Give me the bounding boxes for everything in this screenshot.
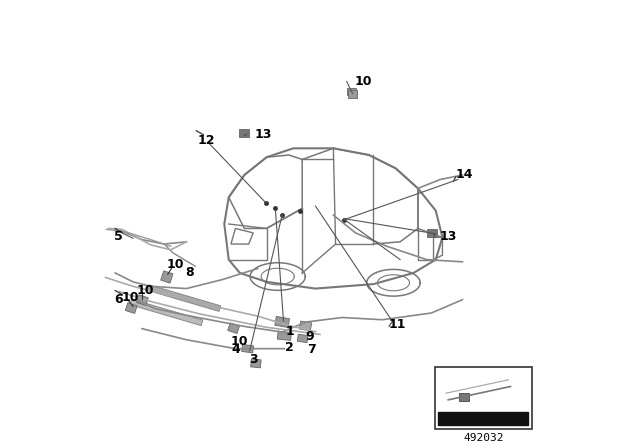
Text: 3: 3 [250, 353, 259, 366]
Text: 11: 11 [389, 318, 406, 331]
Polygon shape [242, 345, 253, 353]
Text: 12: 12 [198, 134, 216, 147]
Polygon shape [275, 316, 289, 327]
Polygon shape [136, 295, 148, 306]
Text: 10: 10 [355, 75, 372, 88]
Polygon shape [300, 321, 312, 331]
Bar [435, 367, 532, 429]
Polygon shape [125, 303, 137, 314]
Text: 10: 10 [136, 284, 154, 297]
Bar [438, 412, 529, 425]
Polygon shape [148, 285, 221, 311]
Text: 7: 7 [308, 343, 316, 356]
Text: 5: 5 [115, 230, 123, 243]
Text: 10: 10 [166, 258, 184, 271]
Text: 13: 13 [254, 128, 271, 141]
Text: 13: 13 [439, 230, 457, 243]
Text: 14: 14 [456, 168, 474, 181]
Text: 8: 8 [186, 266, 194, 279]
Text: 492032: 492032 [463, 433, 504, 443]
Polygon shape [277, 331, 291, 340]
Text: 6: 6 [115, 293, 123, 306]
Polygon shape [239, 129, 249, 137]
Text: 2: 2 [285, 341, 294, 354]
Polygon shape [130, 299, 203, 326]
Text: 9: 9 [306, 330, 314, 343]
Polygon shape [348, 90, 357, 98]
Polygon shape [298, 334, 308, 343]
Polygon shape [459, 393, 468, 401]
Text: 4: 4 [232, 343, 241, 356]
Text: 10: 10 [122, 291, 140, 304]
Text: 10: 10 [230, 335, 248, 348]
Polygon shape [161, 271, 173, 283]
Polygon shape [427, 229, 436, 237]
Polygon shape [251, 359, 261, 368]
Text: 1: 1 [285, 325, 294, 338]
Polygon shape [228, 323, 239, 333]
Polygon shape [347, 88, 356, 95]
